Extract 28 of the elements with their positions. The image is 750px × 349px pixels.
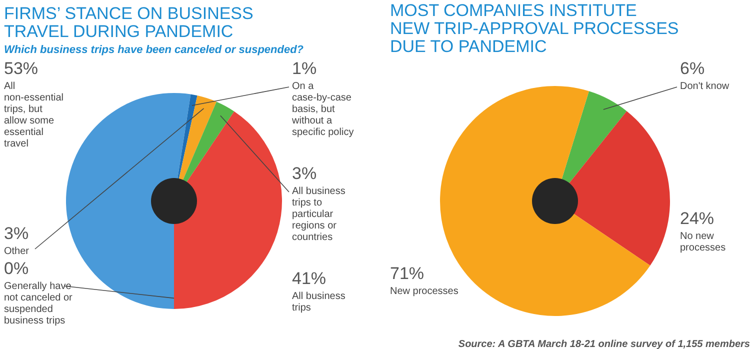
donut-slice xyxy=(178,96,216,181)
donut-slice xyxy=(568,111,670,266)
donut-slice xyxy=(177,94,198,180)
source-note: Source: A GBTA March 18-21 online survey of 1,155 members xyxy=(458,339,750,349)
slice-label: All business trips to particular regions or countries xyxy=(292,186,346,243)
data-label: 41% xyxy=(292,269,326,288)
data-label: 71% xyxy=(390,264,424,283)
slice-label: All business trips xyxy=(292,291,346,314)
slice-label: All non-essential trips, but allow some essential travel xyxy=(4,81,64,150)
slice-label: No new processes xyxy=(680,231,726,254)
data-label: 3% xyxy=(292,164,317,183)
donut-slice xyxy=(174,111,282,309)
chart-title: MOST COMPANIES INSTITUTE NEW TRIP-APPROVAL PROCESSES DUE TO PANDEMIC xyxy=(390,1,679,56)
donut-slice xyxy=(562,91,627,184)
slice-label: New processes xyxy=(390,286,458,297)
data-label: 24% xyxy=(680,209,714,228)
chart-subtitle: Which business trips have been canceled or suspended? xyxy=(4,44,304,56)
category-label: Generally have not canceled or suspended business trips xyxy=(4,281,72,326)
data-label: 1% xyxy=(292,59,317,78)
data-label: 3% xyxy=(4,224,29,243)
data-label: 53% xyxy=(4,59,38,78)
slice-label: Don't know xyxy=(680,81,730,92)
text: 0% xyxy=(4,259,29,278)
slice-label: On a case-by-case basis, but without a specific policy xyxy=(291,81,354,138)
chart-title: FIRMS’ STANCE ON BUSINESS TRAVEL DURING PANDEMIC xyxy=(4,4,254,41)
donut-slice xyxy=(182,102,234,183)
data-label: 6% xyxy=(680,59,705,78)
slice-label: Other xyxy=(4,246,30,257)
